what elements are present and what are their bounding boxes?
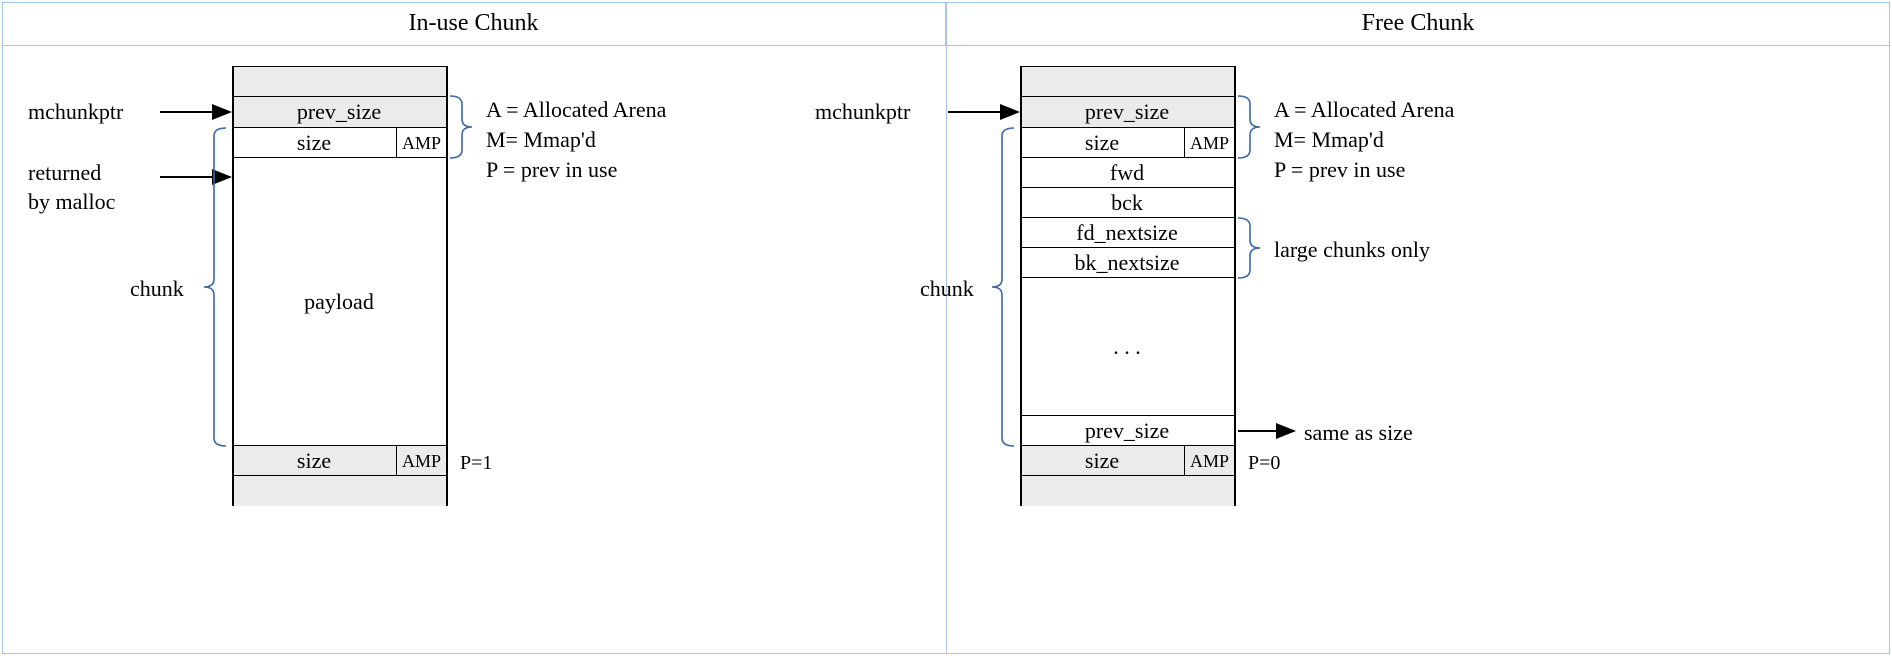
right-legend-M: M= Mmap'd <box>1274 126 1384 155</box>
right-chunk-label: chunk <box>920 275 974 304</box>
center-divider <box>946 2 947 654</box>
left_panel-row-0 <box>232 66 446 96</box>
left-legend-P: P = prev in use <box>486 156 617 185</box>
right_panel-row-5-label: fd_nextsize <box>1020 218 1234 248</box>
left-chunk-label: chunk <box>130 275 184 304</box>
diagram-frame: In-use ChunkFree Chunkprev_sizesizeAMPpa… <box>0 0 1892 656</box>
right_panel-row-0 <box>1020 66 1234 96</box>
left-returned-label: returned by malloc <box>28 159 115 216</box>
left-legend-A: A = Allocated Arena <box>486 96 666 125</box>
right-bottom-flag: P=0 <box>1248 450 1280 476</box>
left_panel-row-2-flags: AMP <box>396 128 446 158</box>
right_panel-row-9-label: size <box>1020 446 1184 476</box>
left_panel-row-3-label: payload <box>232 158 446 446</box>
right-legend-A: A = Allocated Arena <box>1274 96 1454 125</box>
right_panel-wall-left <box>1020 66 1022 506</box>
right-large-only-label: large chunks only <box>1274 236 1430 265</box>
right_panel-row-8-label: prev_size <box>1020 416 1234 446</box>
left_panel-row-4-flags: AMP <box>396 446 446 476</box>
right-same-as-size-label: same as size <box>1304 419 1413 448</box>
left_panel-wall-left <box>232 66 234 506</box>
left_panel-row-2-label: size <box>232 128 396 158</box>
right_panel-row-3-label: fwd <box>1020 158 1234 188</box>
right_panel-row-10 <box>1020 476 1234 506</box>
left-legend-M: M= Mmap'd <box>486 126 596 155</box>
left_panel-row-5 <box>232 476 446 506</box>
right-mchunkptr-label: mchunkptr <box>815 98 910 127</box>
right-legend-P: P = prev in use <box>1274 156 1405 185</box>
left_panel-row-1-label: prev_size <box>232 96 446 128</box>
right_panel-row-7-label: . . . <box>1020 278 1234 416</box>
right_panel-row-2-flags: AMP <box>1184 128 1234 158</box>
header-left-title: In-use Chunk <box>2 2 946 46</box>
right_panel-row-4-label: bck <box>1020 188 1234 218</box>
right_panel-row-1-label: prev_size <box>1020 96 1234 128</box>
left_panel-wall-right <box>446 66 448 506</box>
left-mchunkptr-label: mchunkptr <box>28 98 123 127</box>
right_panel-row-6-label: bk_nextsize <box>1020 248 1234 278</box>
right_panel-row-9-flags: AMP <box>1184 446 1234 476</box>
right_panel-row-2-label: size <box>1020 128 1184 158</box>
header-right-title: Free Chunk <box>946 2 1890 46</box>
right_panel-wall-right <box>1234 66 1236 506</box>
left-bottom-flag: P=1 <box>460 450 492 476</box>
left_panel-row-4-label: size <box>232 446 396 476</box>
